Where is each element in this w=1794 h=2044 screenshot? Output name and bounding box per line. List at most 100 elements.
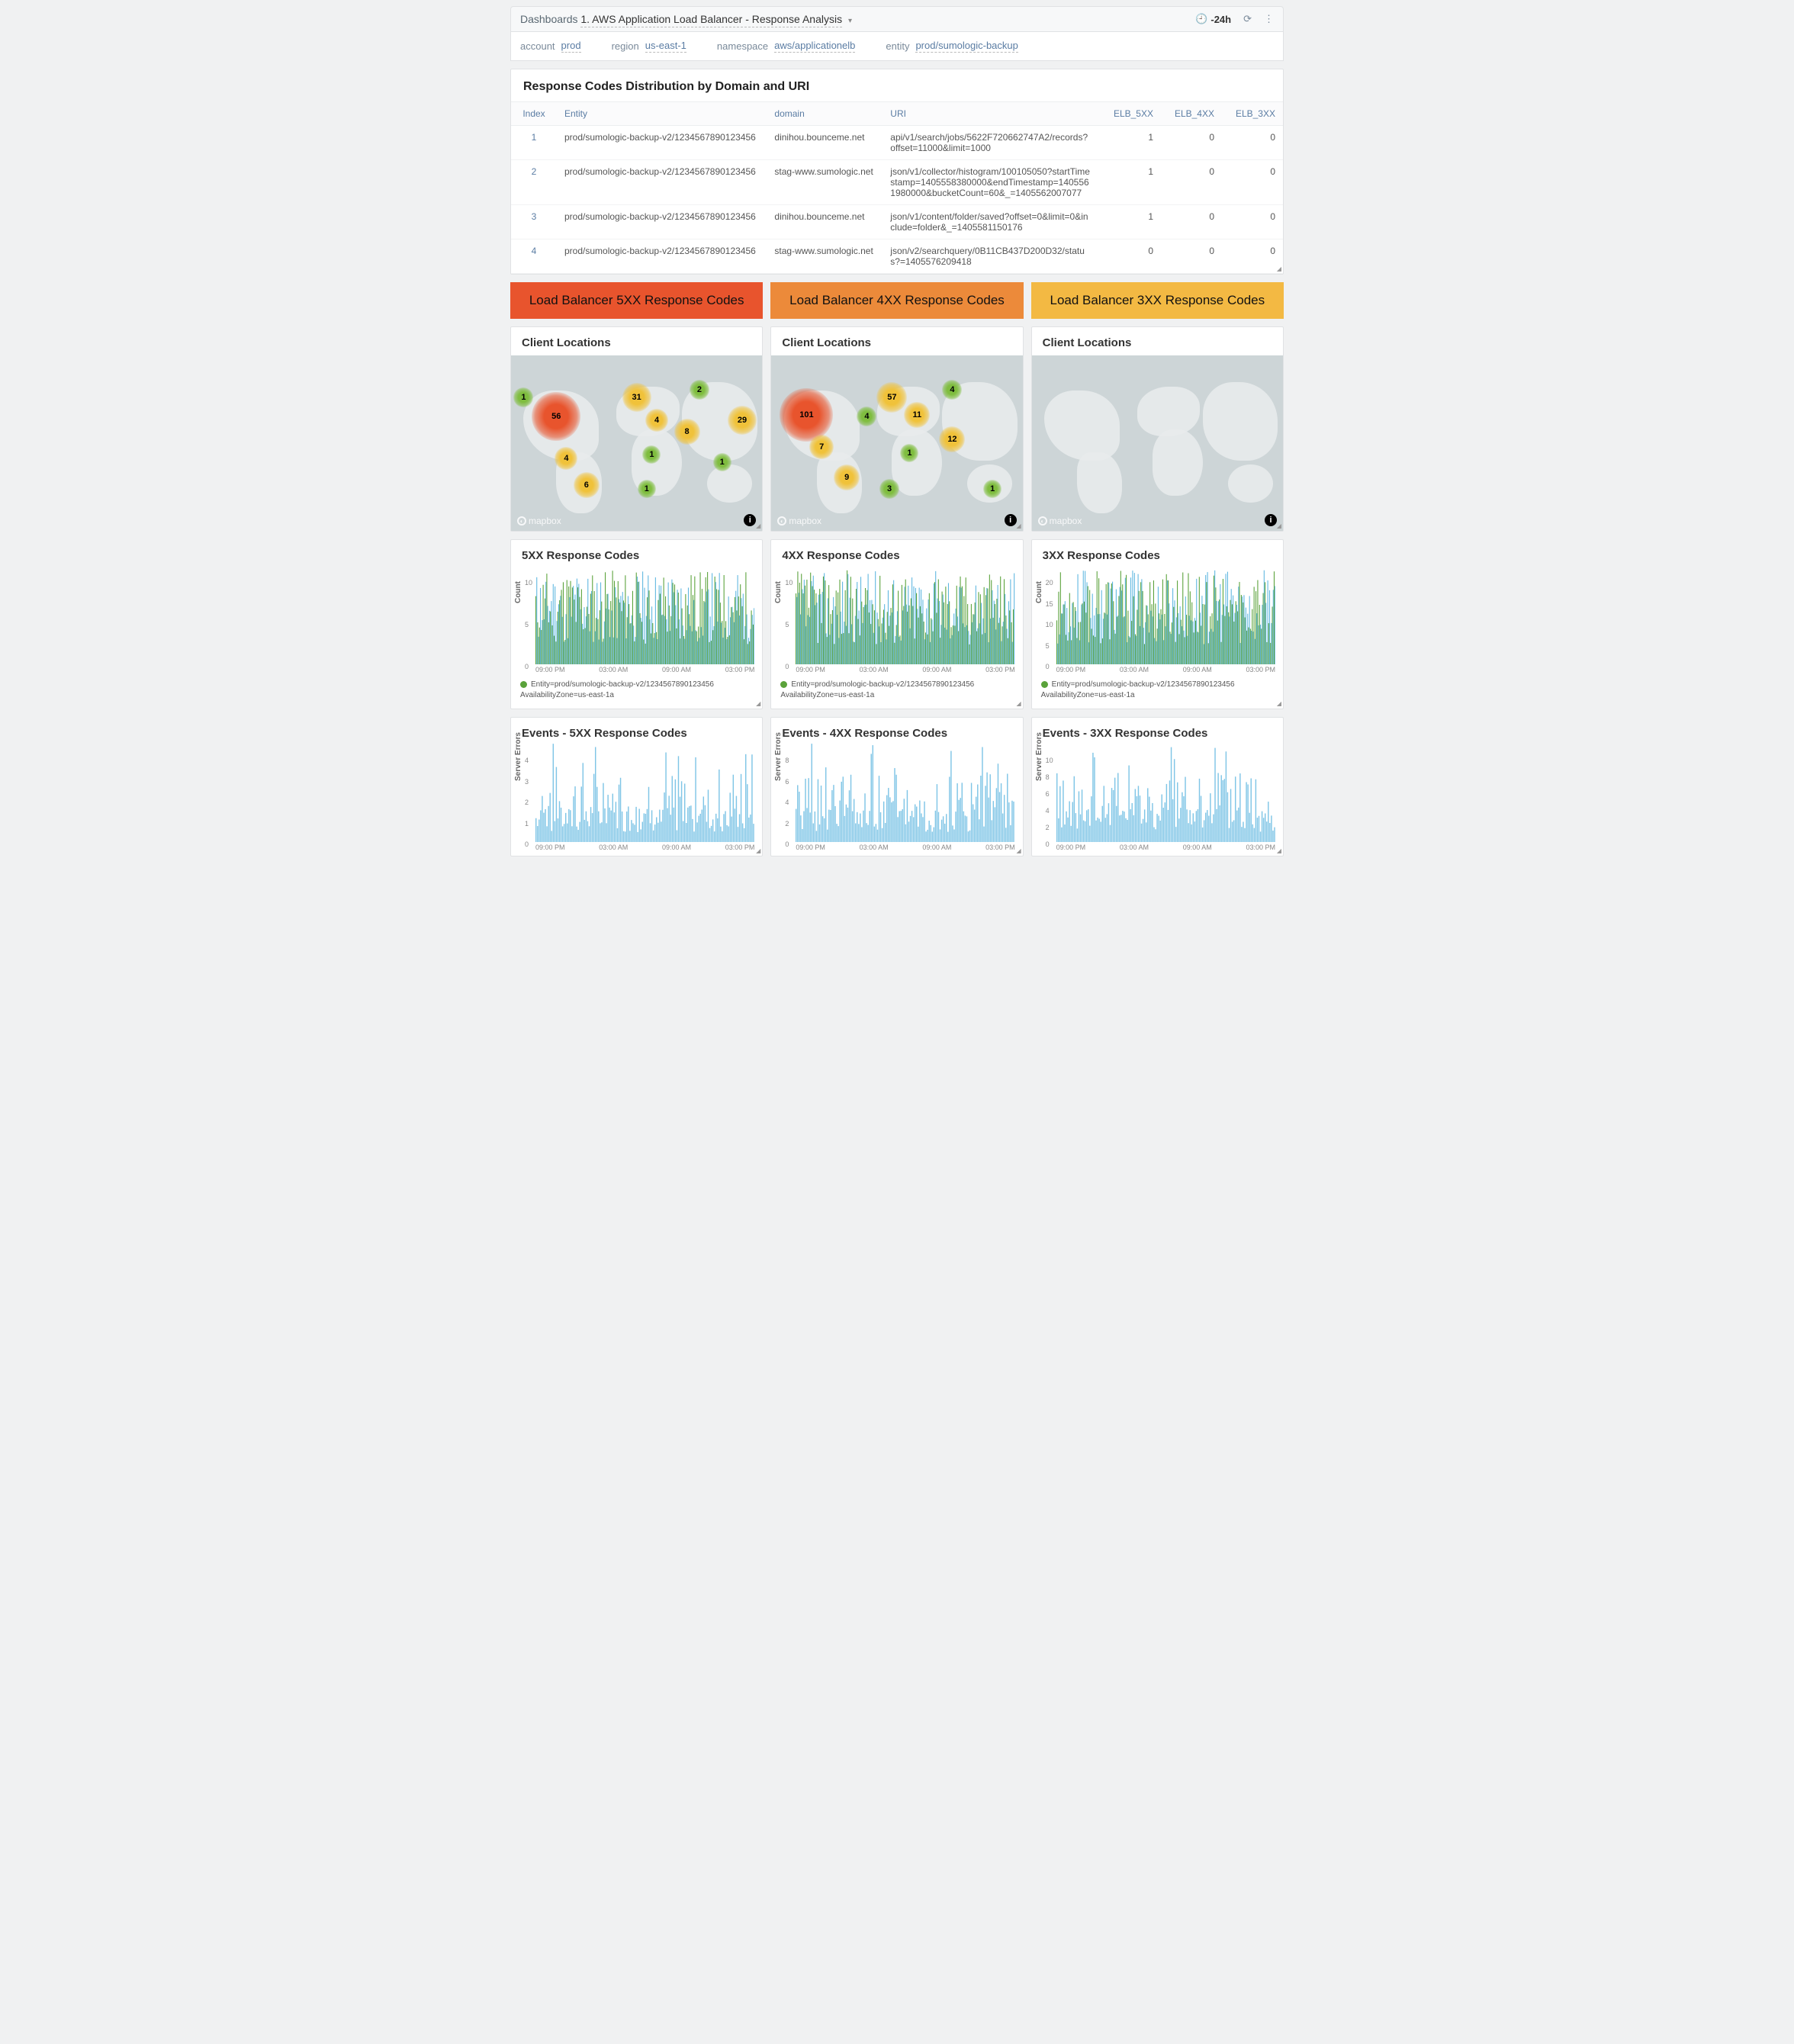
map-marker[interactable]: 2 (690, 380, 709, 400)
info-icon[interactable]: i (1265, 514, 1277, 526)
table-row[interactable]: 1prod/sumologic-backup-v2/12345678901234… (511, 126, 1283, 160)
filter-label: region (612, 40, 639, 52)
resize-handle-icon[interactable]: ◢ (756, 700, 760, 707)
chart-area[interactable]: Server Errors 01234 (511, 743, 762, 842)
map-marker[interactable]: 7 (809, 435, 834, 459)
map-marker[interactable]: 3 (879, 479, 899, 499)
map-marker[interactable]: 31 (622, 383, 651, 412)
clock-icon: 🕘 (1195, 13, 1207, 25)
map-panel-5xx: Client Locations 156312482941161◐ mapbox… (510, 326, 763, 532)
map-title: Client Locations (771, 327, 1022, 355)
table-panel: Response Codes Distribution by Domain an… (510, 69, 1284, 275)
resize-handle-icon[interactable]: ◢ (756, 522, 760, 529)
chart-xaxis: 09:00 PM03:00 AM09:00 AM03:00 PM (771, 842, 1022, 851)
resize-handle-icon[interactable]: ◢ (1277, 847, 1281, 854)
map-marker[interactable]: 1 (513, 387, 533, 407)
chevron-down-icon[interactable]: ▾ (848, 17, 852, 25)
chart-area[interactable]: Server Errors 02468 (771, 743, 1022, 842)
map-marker[interactable]: 6 (574, 472, 600, 498)
table-header[interactable]: domain (767, 102, 883, 126)
map-marker[interactable]: 101 (780, 388, 833, 442)
table-row[interactable]: 3prod/sumologic-backup-v2/12345678901234… (511, 205, 1283, 239)
chart-ylabel: Server Errors (774, 732, 783, 781)
resize-handle-icon[interactable]: ◢ (1277, 265, 1281, 272)
filter-label: account (520, 40, 555, 52)
map-marker[interactable]: 12 (939, 426, 965, 452)
filter-account[interactable]: account prod (520, 40, 581, 53)
resize-handle-icon[interactable]: ◢ (756, 847, 760, 854)
chart-title: 5XX Response Codes (511, 540, 762, 565)
resize-handle-icon[interactable]: ◢ (1277, 700, 1281, 707)
map-marker[interactable]: 1 (638, 480, 656, 498)
map-marker[interactable]: 4 (555, 447, 577, 470)
chart-title: 4XX Response Codes (771, 540, 1022, 565)
filter-value: us-east-1 (645, 40, 686, 53)
map-5xx[interactable]: 156312482941161◐ mapboxi (511, 355, 762, 531)
map-marker[interactable]: 1 (983, 480, 1001, 498)
filter-value: aws/applicationelb (774, 40, 855, 53)
chart-area[interactable]: Count 0510 (771, 565, 1022, 664)
breadcrumb-current[interactable]: 1. AWS Application Load Balancer - Respo… (580, 13, 842, 27)
map-title: Client Locations (1032, 327, 1283, 355)
breadcrumb-root[interactable]: Dashboards (520, 13, 578, 25)
map-marker[interactable]: 8 (674, 419, 700, 445)
table-row[interactable]: 4prod/sumologic-backup-v2/12345678901234… (511, 239, 1283, 274)
time-range-selector[interactable]: 🕘 -24h (1195, 13, 1231, 25)
chart-area[interactable]: Count 05101520 (1032, 565, 1283, 664)
map-title: Client Locations (511, 327, 762, 355)
chart-xaxis: 09:00 PM03:00 AM09:00 AM03:00 PM (771, 664, 1022, 673)
mapbox-attribution: ◐ mapbox (1038, 516, 1082, 526)
filter-label: entity (886, 40, 909, 52)
map-marker[interactable]: 9 (834, 464, 860, 490)
resize-handle-icon[interactable]: ◢ (1277, 522, 1281, 529)
table-title: Response Codes Distribution by Domain an… (511, 69, 1283, 101)
resize-handle-icon[interactable]: ◢ (1017, 700, 1021, 707)
map-marker[interactable]: 29 (728, 406, 757, 435)
chart-title: 3XX Response Codes (1032, 540, 1283, 565)
chart-ylabel: Count (1035, 581, 1043, 603)
mapbox-attribution: ◐ mapbox (777, 516, 821, 526)
map-4xx[interactable]: 1015741141217931◐ mapboxi (771, 355, 1022, 531)
table-row[interactable]: 2prod/sumologic-backup-v2/12345678901234… (511, 160, 1283, 205)
map-marker[interactable]: 1 (642, 445, 661, 464)
filter-value: prod/sumologic-backup (915, 40, 1018, 53)
refresh-icon[interactable]: ⟳ (1243, 13, 1252, 25)
map-3xx[interactable]: ◐ mapbox i (1032, 355, 1283, 531)
map-panel-3xx: Client Locations ◐ mapbox i ◢ (1031, 326, 1284, 532)
chart-xaxis: 09:00 PM03:00 AM09:00 AM03:00 PM (511, 664, 762, 673)
map-marker[interactable]: 1 (900, 444, 918, 462)
chart-legend: Entity=prod/sumologic-backup-v2/12345678… (771, 673, 1022, 704)
map-marker[interactable]: 4 (857, 407, 876, 426)
table-header[interactable]: ELB_5XX (1100, 102, 1161, 126)
resize-handle-icon[interactable]: ◢ (1017, 522, 1021, 529)
map-marker[interactable]: 56 (532, 392, 580, 441)
filter-entity[interactable]: entity prod/sumologic-backup (886, 40, 1018, 53)
table-header[interactable]: URI (883, 102, 1100, 126)
table-header[interactable]: Entity (557, 102, 767, 126)
chart-title: Events - 4XX Response Codes (771, 718, 1022, 743)
chart-area[interactable]: Server Errors 0246810 (1032, 743, 1283, 842)
more-menu-icon[interactable]: ⋮ (1264, 13, 1274, 25)
info-icon[interactable]: i (744, 514, 756, 526)
chart-area[interactable]: Count 0510 (511, 565, 762, 664)
response-codes-table: IndexEntitydomainURIELB_5XXELB_4XXELB_3X… (511, 101, 1283, 274)
resize-handle-icon[interactable]: ◢ (1017, 847, 1021, 854)
map-panel-4xx: Client Locations 1015741141217931◐ mapbo… (770, 326, 1023, 532)
table-header[interactable]: ELB_4XX (1161, 102, 1222, 126)
chart-panel: Events - 3XX Response Codes Server Error… (1031, 717, 1284, 856)
info-icon[interactable]: i (1005, 514, 1017, 526)
chart-panel: Events - 5XX Response Codes Server Error… (510, 717, 763, 856)
chart-xaxis: 09:00 PM03:00 AM09:00 AM03:00 PM (1032, 664, 1283, 673)
map-marker[interactable]: 57 (876, 382, 907, 413)
filter-namespace[interactable]: namespace aws/applicationelb (717, 40, 855, 53)
filter-region[interactable]: region us-east-1 (612, 40, 686, 53)
chart-ylabel: Server Errors (1035, 732, 1043, 781)
map-marker[interactable]: 4 (645, 409, 668, 432)
map-marker[interactable]: 11 (904, 402, 930, 428)
table-header[interactable]: ELB_3XX (1222, 102, 1283, 126)
table-header[interactable]: Index (511, 102, 557, 126)
chart-title: Events - 5XX Response Codes (511, 718, 762, 743)
map-marker[interactable]: 1 (713, 453, 731, 471)
dashboard-header: Dashboards 1. AWS Application Load Balan… (510, 6, 1284, 32)
map-marker[interactable]: 4 (942, 380, 962, 400)
